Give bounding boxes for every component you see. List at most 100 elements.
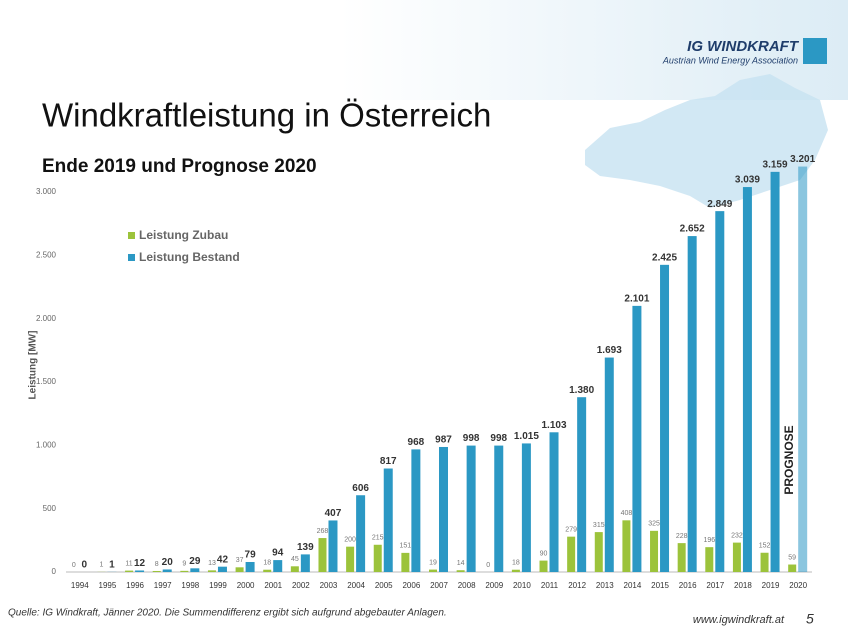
data-label: 0 <box>486 562 490 569</box>
x-tick-label: 1995 <box>99 581 117 590</box>
data-label: 9 <box>182 561 186 568</box>
x-tick-label: 2006 <box>402 581 420 590</box>
bar <box>742 187 752 572</box>
bar <box>770 171 780 573</box>
annotation: PROGNOSE <box>782 425 796 494</box>
chart-title: Windkraftleistung in Österreich <box>42 97 491 134</box>
bar <box>539 560 548 572</box>
bar <box>235 567 244 572</box>
data-label: 1 <box>109 560 115 571</box>
bar <box>245 561 255 572</box>
bar <box>373 544 382 572</box>
y-tick-label: 500 <box>43 504 57 513</box>
bar <box>162 569 172 572</box>
data-label: 12 <box>134 558 146 569</box>
x-tick-label: 2002 <box>292 581 310 590</box>
x-tick-label: 2016 <box>679 581 697 590</box>
austria-map <box>585 74 828 208</box>
x-tick-label: 2011 <box>541 581 559 590</box>
bar <box>217 566 227 572</box>
bar <box>466 445 476 572</box>
x-tick-label: 2012 <box>568 581 586 590</box>
bar <box>383 468 393 572</box>
x-tick-label: 1998 <box>181 581 199 590</box>
x-tick-label: 2003 <box>320 581 338 590</box>
data-label: 228 <box>676 533 688 540</box>
data-label: 29 <box>189 556 201 567</box>
data-label: 90 <box>540 550 548 557</box>
url: www.igwindkraft.at <box>693 614 785 626</box>
y-tick-label: 1.500 <box>36 377 57 386</box>
data-label: 1 <box>99 562 103 569</box>
x-tick-label: 1999 <box>209 581 227 590</box>
data-label: 2.849 <box>707 199 732 210</box>
bar <box>604 357 614 572</box>
bar <box>207 570 216 572</box>
bar <box>788 564 797 572</box>
bar <box>760 552 769 572</box>
bar <box>687 236 697 572</box>
data-label: 18 <box>263 560 271 567</box>
bar <box>660 264 670 572</box>
data-label: 94 <box>272 548 284 559</box>
data-label: 279 <box>565 527 577 534</box>
x-tick-label: 2008 <box>458 581 476 590</box>
bar <box>346 546 355 572</box>
data-label: 987 <box>435 435 452 446</box>
x-tick-label: 2004 <box>347 581 365 590</box>
bar <box>125 570 134 572</box>
bar <box>135 570 145 572</box>
bar <box>798 166 808 573</box>
data-label: 1.015 <box>514 431 539 442</box>
data-label: 408 <box>621 510 633 517</box>
data-label: 1.103 <box>542 420 567 431</box>
data-label: 196 <box>703 537 715 544</box>
x-tick-label: 2009 <box>485 581 503 590</box>
legend-label: Leistung Zubau <box>139 228 228 242</box>
data-label: 268 <box>317 528 329 535</box>
bar <box>180 570 189 572</box>
page-number: 5 <box>806 611 814 627</box>
legend-swatch <box>128 232 135 239</box>
data-label: 817 <box>380 456 397 467</box>
logo: IG WINDKRAFT <box>687 38 800 55</box>
bar <box>429 569 437 572</box>
data-label: 18 <box>512 560 520 567</box>
data-label: 3.039 <box>735 175 760 186</box>
data-label: 139 <box>297 542 314 553</box>
x-tick-label: 1994 <box>71 581 89 590</box>
data-label: 3.159 <box>763 160 788 171</box>
data-label: 998 <box>463 433 480 444</box>
logo-subtitle: Austrian Wind Energy Association <box>662 55 798 65</box>
data-label: 151 <box>400 543 412 550</box>
bar <box>401 552 410 572</box>
bar <box>411 449 421 572</box>
x-tick-label: 2020 <box>789 581 807 590</box>
x-tick-label: 2015 <box>651 581 669 590</box>
bar <box>594 532 603 572</box>
y-tick-label: 1.000 <box>36 440 57 449</box>
data-label: 3.201 <box>790 154 815 165</box>
data-label: 200 <box>344 537 356 544</box>
data-label: 42 <box>217 554 229 565</box>
bar <box>273 560 283 572</box>
bar <box>549 432 559 572</box>
bar <box>263 569 272 572</box>
bar <box>328 520 338 572</box>
x-tick-label: 2014 <box>624 581 642 590</box>
source: Quelle: IG Windkraft, Jänner 2020. Die S… <box>8 608 447 619</box>
bar <box>439 446 448 572</box>
data-label: 968 <box>408 437 425 448</box>
data-label: 59 <box>788 554 796 561</box>
data-label: 232 <box>731 532 743 539</box>
bar <box>622 520 631 572</box>
chart-subtitle: Ende 2019 und Prognose 2020 <box>42 156 317 177</box>
bar <box>318 538 327 572</box>
x-tick-label: 1996 <box>126 581 144 590</box>
y-axis-label: Leistung [MW] <box>28 331 39 400</box>
legend-swatch <box>128 254 135 261</box>
y-tick-label: 0 <box>52 567 57 576</box>
data-label: 1.693 <box>597 345 622 356</box>
